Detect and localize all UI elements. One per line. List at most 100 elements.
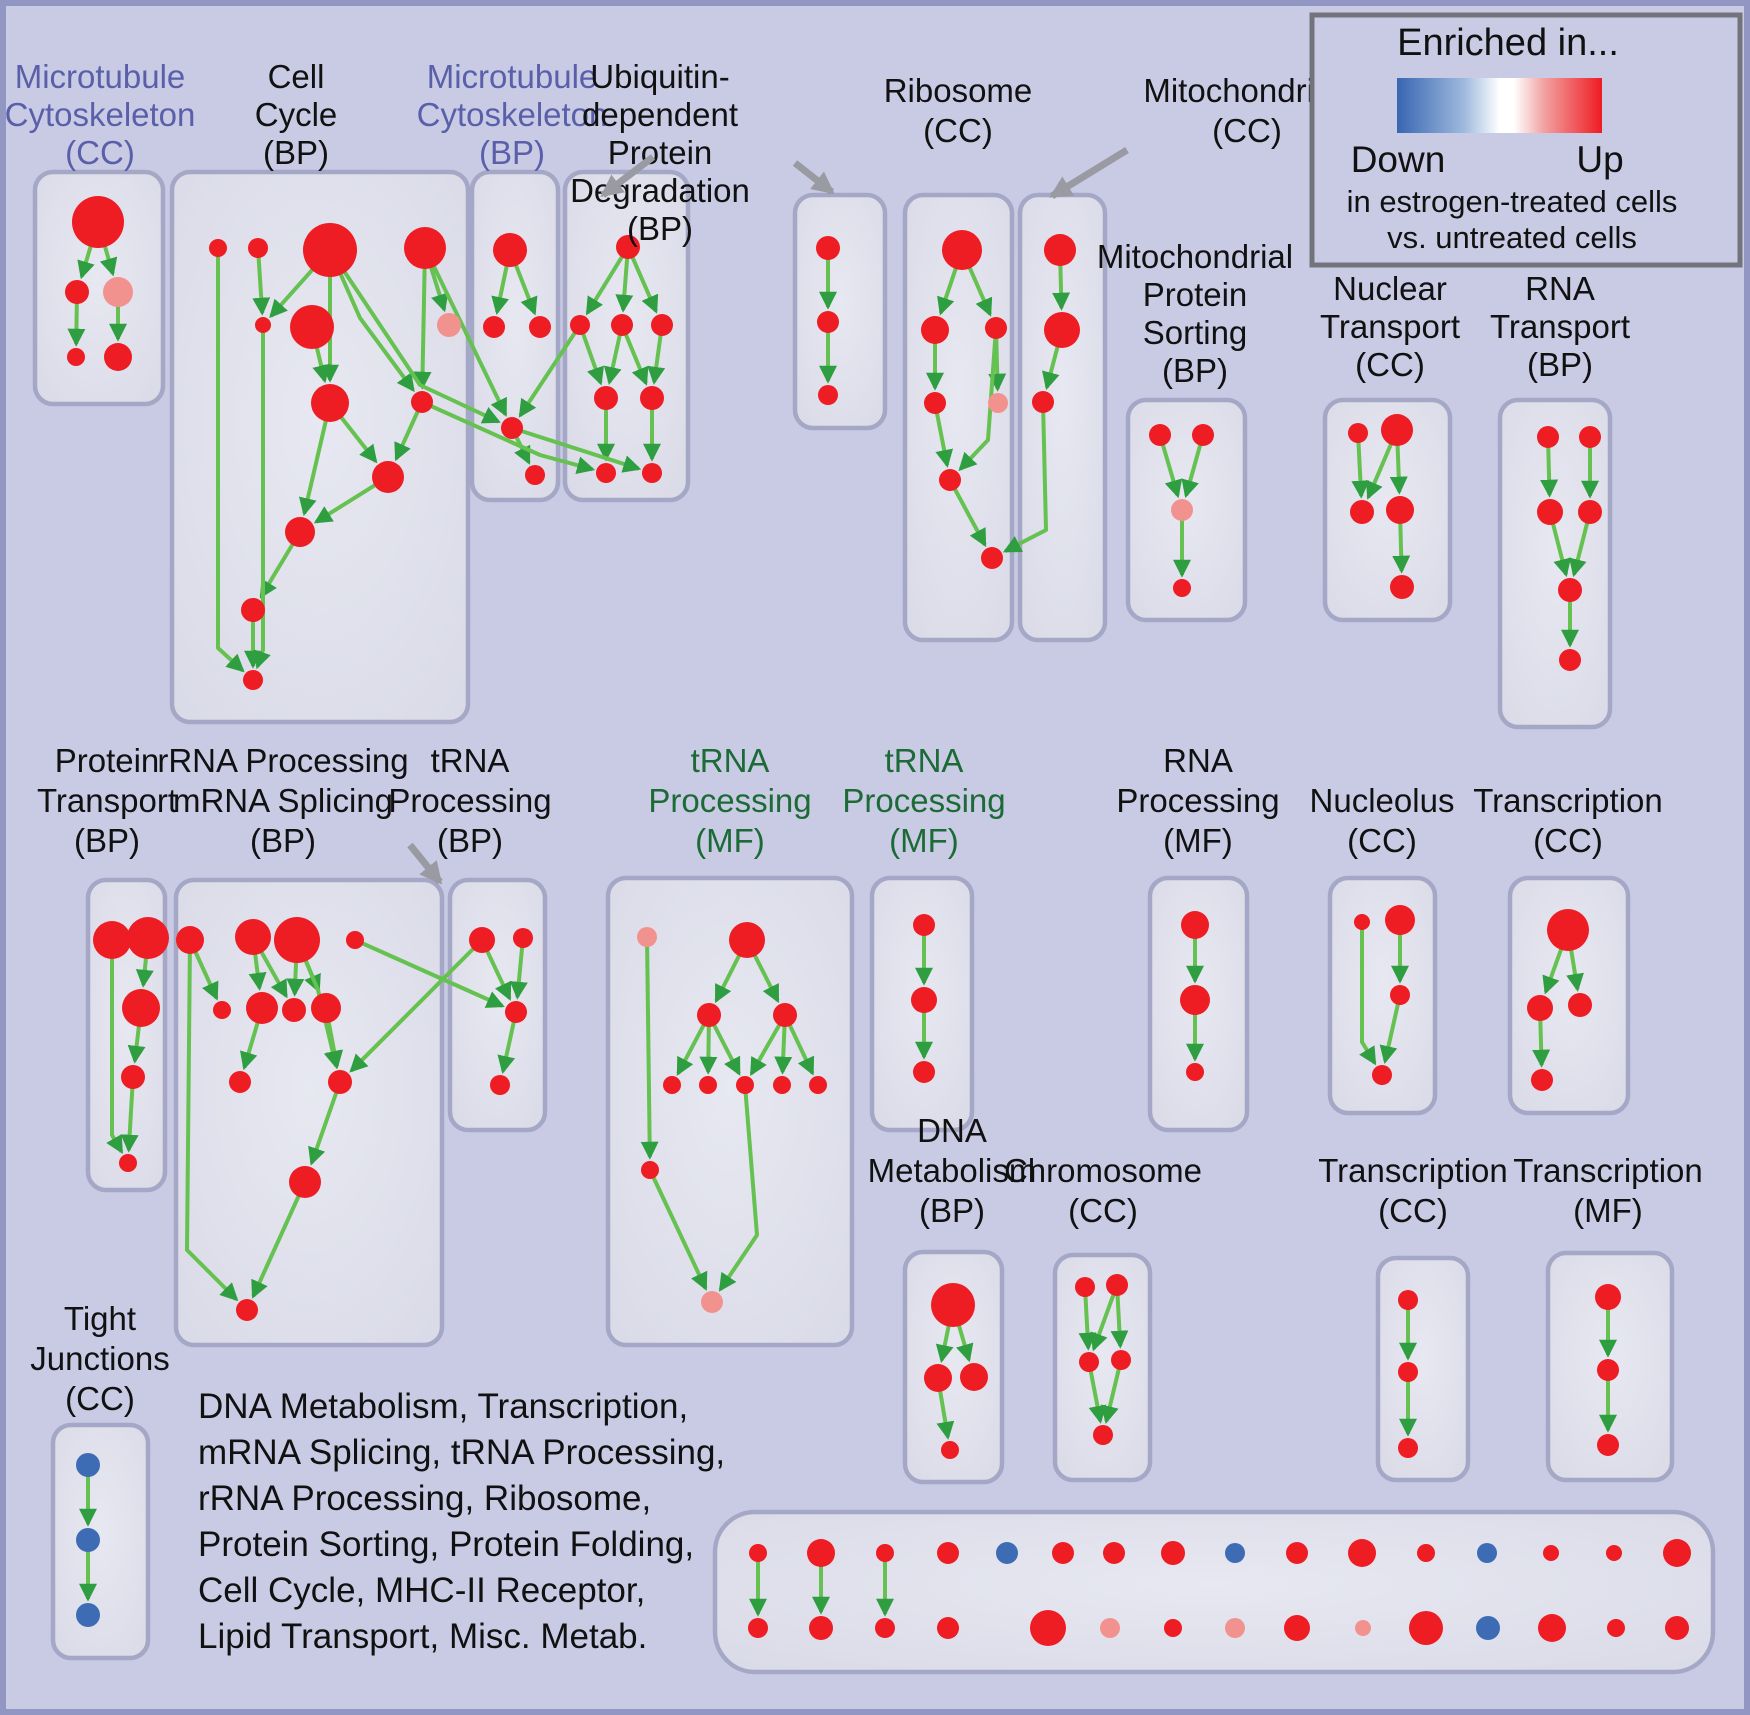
go-node-cell-cycle-9: [372, 461, 404, 493]
go-node-rna-transport-0: [1537, 426, 1559, 448]
strip-top-node-11: [1417, 1544, 1435, 1562]
go-node-nucleolus-1: [1385, 905, 1415, 935]
relation-arrow: [1379, 994, 1402, 1064]
strip-top-node-8: [1225, 1543, 1245, 1563]
legend-box: [1309, 12, 1743, 268]
cluster-label-trans-mf-3-line1: Transcription: [1513, 1152, 1703, 1189]
go-node-trans-cc-2-1: [1527, 995, 1553, 1021]
legend-title: Enriched in...: [1397, 22, 1619, 64]
cluster-label-trans-cc-2-line2: (CC): [1533, 822, 1603, 859]
cluster-label-protein-transport-line3: (BP): [74, 822, 140, 859]
go-node-ribosome-5: [939, 469, 961, 491]
relation-arrow: [518, 323, 582, 418]
go-node-nucleolus-2: [1390, 985, 1410, 1005]
go-node-trna-mf-big-5: [699, 1076, 717, 1094]
relation-arrow: [354, 938, 505, 1008]
cluster-label-tight-junctions-line3: (CC): [65, 1380, 135, 1417]
go-node-mt-cc-4: [104, 343, 132, 371]
strip-top-node-12: [1477, 1543, 1497, 1563]
go-node-ubiq1-4: [594, 386, 618, 410]
go-node-trans-cc-3-2: [1398, 1438, 1418, 1458]
cluster-label-dna-met-line2: Metabolism: [868, 1152, 1037, 1189]
go-node-mt-bp-0: [493, 233, 527, 267]
cluster-label-rna-proc-mf-line1: RNA: [1163, 742, 1233, 779]
relation-arrow: [120, 1076, 139, 1153]
go-node-trans-cc-2-2: [1568, 993, 1592, 1017]
go-node-trna-bp-2: [505, 1001, 527, 1023]
go-node-nuclear-transport-1: [1381, 414, 1413, 446]
cluster-chromosome: [1052, 1252, 1153, 1483]
go-node-rna-transport-1: [1579, 426, 1601, 448]
relation-arrow: [511, 426, 642, 473]
legend-subline2: vs. untreated cells: [1387, 220, 1637, 255]
go-node-rrna-mrna-5: [246, 992, 278, 1024]
cluster-label-mito-sorting-line4: (BP): [1162, 352, 1228, 389]
legend-down-label: Down: [1351, 139, 1446, 180]
cluster-label-trna-mf-big-line3: (MF): [695, 822, 765, 859]
strip-bottom-node-3: [937, 1617, 959, 1639]
strip-bottom-node-10: [1409, 1611, 1443, 1645]
cluster-label-nuclear-transport-line3: (CC): [1355, 346, 1425, 383]
go-node-ribosome-1: [921, 316, 949, 344]
cluster-mt-cc: [32, 169, 166, 407]
cluster-label-mito-sorting-line1: Mitochondrial: [1097, 238, 1293, 275]
cluster-label-tight-junctions-line2: Junctions: [30, 1340, 169, 1377]
go-node-tight-junctions-1: [76, 1528, 100, 1552]
relation-arrow: [216, 248, 245, 673]
go-node-ribosome-0: [942, 230, 982, 270]
relation-arrow: [328, 248, 501, 424]
cluster-rna-transport: [1497, 397, 1613, 730]
go-node-ubiq2-0: [816, 236, 840, 260]
go-node-trna-mf-big-6: [736, 1076, 754, 1094]
go-node-trans-cc-3-1: [1398, 1362, 1418, 1382]
relation-arrow: [648, 1169, 708, 1291]
relation-arrow: [1078, 1286, 1097, 1351]
misc-categories-line1: DNA Metabolism, Transcription,: [198, 1387, 688, 1426]
relation-arrow: [253, 325, 271, 670]
legend-up-label: Up: [1576, 139, 1623, 180]
cluster-label-rna-transport-line2: Transport: [1490, 308, 1630, 345]
go-node-rna-proc-mf-0: [1181, 911, 1209, 939]
strip-bottom-node-9: [1355, 1620, 1371, 1636]
go-node-trna-mf-big-3: [773, 1003, 797, 1027]
cluster-label-mt-bp-line3: (BP): [479, 134, 545, 171]
strip-bottom-node-7: [1225, 1618, 1245, 1638]
go-node-cell-cycle-3: [404, 227, 446, 269]
cluster-label-chromosome-line1: Chromosome: [1004, 1152, 1202, 1189]
go-node-trna-mf-big-8: [809, 1076, 827, 1094]
go-node-nuclear-transport-2: [1350, 500, 1374, 524]
misc-terms-strip: [712, 1509, 1716, 1675]
go-node-cell-cycle-5: [290, 305, 334, 349]
cluster-label-trna-bp-line1: tRNA: [431, 742, 510, 779]
cluster-nucleolus: [1327, 875, 1438, 1116]
go-node-mt-cc-2: [103, 277, 133, 307]
go-node-dna-met-3: [941, 1441, 959, 1459]
cluster-label-dna-met-line3: (BP): [919, 1192, 985, 1229]
cluster-box-mt-cc: [32, 169, 166, 407]
misc-categories-line5: Cell Cycle, MHC-II Receptor,: [198, 1571, 645, 1610]
cluster-label-mt-bp-line1: Microtubule: [427, 58, 598, 95]
cluster-label-protein-transport-line1: Protein: [55, 742, 160, 779]
cluster-label-trans-cc-3-line2: (CC): [1378, 1192, 1448, 1229]
go-node-rrna-mrna-10: [289, 1166, 321, 1198]
go-node-trna-mf-big-9: [641, 1161, 659, 1179]
relation-arrow: [106, 940, 124, 1155]
strip-top-node-5: [1052, 1542, 1074, 1564]
go-node-mt-cc-1: [65, 280, 89, 304]
go-node-trna-mf-small-2: [913, 1061, 935, 1083]
go-node-mt-cc-0: [72, 196, 124, 248]
cluster-label-rrna-mrna-line2: mRNA Splicing: [173, 782, 393, 819]
cluster-label-mitochondrion-line2: (CC): [1212, 112, 1282, 149]
cluster-label-trna-bp-line2: Processing: [388, 782, 551, 819]
go-node-rrna-mrna-1: [235, 919, 271, 955]
strip-top-node-6: [1103, 1542, 1125, 1564]
go-node-ubiq1-6: [596, 463, 616, 483]
go-node-mt-bp-1: [483, 316, 505, 338]
cluster-dna-met: [902, 1249, 1005, 1485]
go-node-mt-cc-3: [67, 348, 85, 366]
cluster-box-trna-mf-big: [605, 875, 855, 1348]
go-node-ubiq1-2: [611, 314, 633, 336]
go-node-rrna-mrna-11: [236, 1299, 258, 1321]
cluster-label-rna-proc-mf-line3: (MF): [1163, 822, 1233, 859]
